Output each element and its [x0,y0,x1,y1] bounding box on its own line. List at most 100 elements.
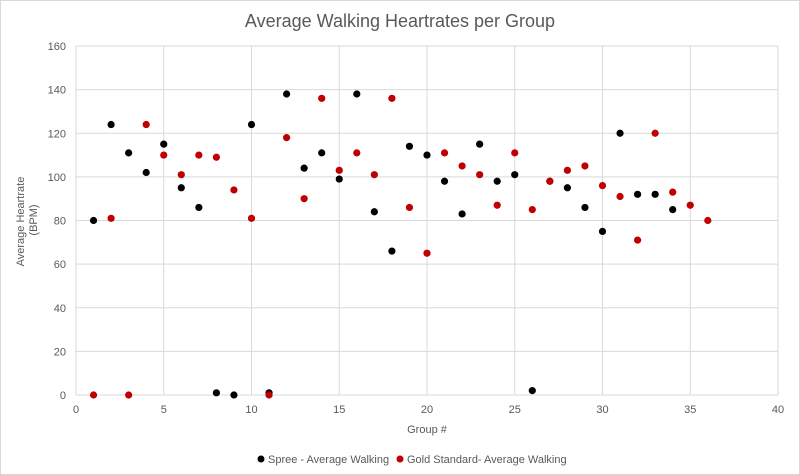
spree-point [563,184,572,192]
gold-standard-point [353,149,361,157]
data-points [89,90,712,399]
gold-standard-point [493,201,501,209]
spree-point [370,208,378,216]
gold-standard-point [177,171,185,179]
gold-standard-point [440,149,449,157]
spree-point [616,129,624,137]
gold-standard-point [563,166,572,174]
spree-point [283,90,291,98]
y-tick-label: 60 [54,259,66,271]
spree-point [125,149,133,157]
y-tick-label: 20 [54,346,66,358]
gold-standard-point [669,188,677,196]
gold-standard-point [160,151,168,159]
gold-standard-point [458,162,466,170]
spree-point [598,227,607,236]
gold-standard-point [335,166,343,174]
gold-standard-point [598,182,607,190]
spree-point [651,190,659,198]
gridlines [75,45,779,396]
gold-standard-point [704,216,712,225]
spree-point [318,149,326,157]
spree-point [388,247,396,255]
gold-standard-point [212,153,220,161]
gold-standard-point [247,214,256,222]
spree-point [195,203,203,212]
gold-standard-point [370,171,378,179]
x-tick-label: 0 [73,404,79,416]
x-tick-label: 35 [684,404,696,416]
spree-point [528,387,536,395]
gold-standard-point [476,171,484,179]
spree-point [493,177,501,185]
x-tick-labels: 0 5 10 15 20 25 30 35 40 [73,404,784,416]
spree-point [581,203,589,212]
x-tick-label: 10 [245,404,257,416]
spree-point [247,120,256,129]
spree-point [440,177,449,185]
gold-standard-point [581,162,589,170]
x-axis-title: Group # [407,424,448,436]
spree-point [423,151,431,159]
y-tick-label: 0 [60,390,66,402]
gold-standard-point [107,214,115,222]
spree-point [476,140,484,148]
x-tick-label: 30 [596,404,608,416]
spree-point [669,205,677,214]
legend-marker-spree [257,455,265,463]
y-tick-label: 100 [48,172,66,184]
gold-standard-point [283,134,291,142]
spree-point [634,190,642,198]
legend-marker-gold [396,455,404,463]
y-axis-title-line2: (BPM) [28,204,40,235]
x-tick-label: 40 [772,404,784,416]
gold-standard-point [405,203,414,212]
y-tick-label: 140 [48,85,66,97]
y-tick-labels: 0 20 40 60 80 100 120 140 160 [48,41,66,402]
legend-label-gold: Gold Standard- Average Walking [407,454,567,466]
spree-point [230,391,238,399]
gold-standard-point [686,201,694,209]
spree-point [511,171,519,179]
y-axis-title: Average Heartrate (BPM) [15,174,40,267]
gold-standard-point [89,391,98,399]
spree-point [353,90,361,98]
gold-standard-point [388,94,396,102]
spree-point [89,216,98,225]
x-tick-label: 20 [421,404,433,416]
gold-standard-point [300,195,308,203]
legend-label-spree: Spree - Average Walking [268,454,389,466]
gold-standard-point [125,391,133,399]
gold-standard-point [634,236,642,244]
chart-title: Average Walking Heartrates per Group [245,11,555,31]
gold-standard-point [230,186,238,194]
y-tick-label: 120 [48,128,66,140]
spree-point [335,175,343,183]
gold-standard-point [511,149,519,157]
legend: Spree - Average Walking Gold Standard- A… [257,454,567,466]
gold-standard-point [318,94,326,102]
gold-standard-point [265,391,273,399]
spree-point [177,184,185,192]
gold-standard-point [546,177,554,185]
spree-point [458,210,466,218]
y-tick-label: 160 [48,41,66,53]
gold-standard-point [195,151,203,159]
gold-standard-point [528,205,536,214]
x-tick-label: 15 [333,404,345,416]
spree-point [405,142,414,150]
y-tick-label: 80 [54,216,66,228]
spree-point [300,164,308,172]
gold-standard-point [651,129,659,137]
y-axis-title-line1: Average Heartrate [15,177,27,267]
x-tick-label: 25 [509,404,521,416]
gold-standard-point [142,120,150,129]
y-tick-label: 40 [54,303,66,315]
spree-point [107,120,115,129]
gold-standard-point [423,249,431,257]
spree-point [142,168,150,177]
spree-point [160,140,168,148]
spree-point [212,389,220,397]
x-tick-label: 5 [161,404,167,416]
